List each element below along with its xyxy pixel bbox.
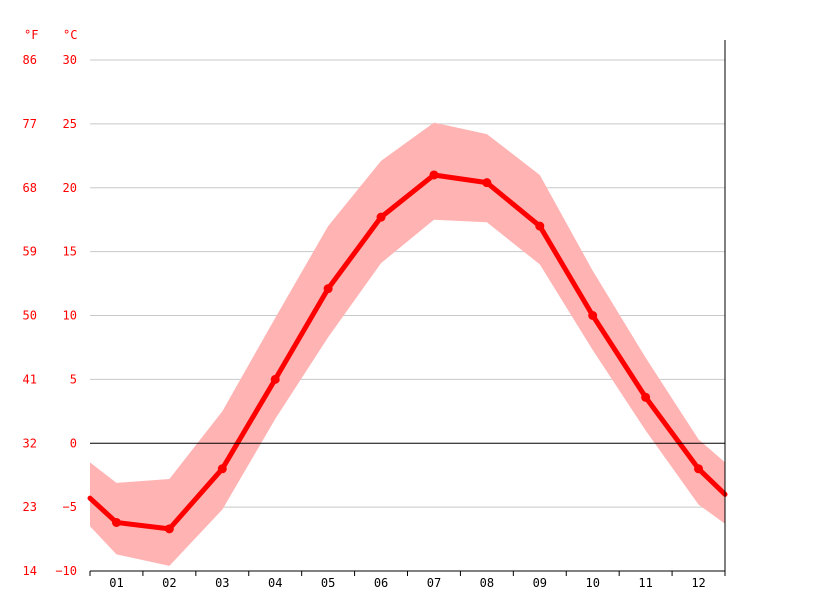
min-max-range-area [90,122,725,566]
x-tick-label: 08 [480,576,494,590]
y-tick-label-celsius: 20 [63,181,77,195]
data-point [164,524,174,534]
y-tick-label-celsius: 5 [70,372,77,386]
x-tick-label: 06 [374,576,388,590]
x-tick-label: 05 [321,576,335,590]
x-tick-label: 11 [638,576,652,590]
y-tick-label-celsius: 30 [63,53,77,67]
y-tick-label-fahrenheit: 41 [23,372,37,386]
data-point [376,212,386,222]
y-tick-label-celsius: −5 [63,500,77,514]
celsius-unit-label: °C [63,28,77,42]
temperature-line [87,170,728,534]
y-tick-label-celsius: 15 [63,245,77,259]
y-tick-label-fahrenheit: 68 [23,181,37,195]
y-tick-label-celsius: 0 [70,436,77,450]
data-point [482,178,492,188]
x-tick-label: 03 [215,576,229,590]
y-tick-label-fahrenheit: 86 [23,53,37,67]
data-point [111,517,121,527]
y-tick-label-fahrenheit: 23 [23,500,37,514]
average-temperature-line [87,172,728,532]
data-point [535,221,545,231]
data-point [429,170,439,180]
x-tick-label: 12 [691,576,705,590]
x-tick-label: 02 [162,576,176,590]
temperature-range-band [90,122,725,566]
x-tick-label: 10 [585,576,599,590]
data-point [694,464,704,474]
axes [89,40,726,576]
x-tick-label: 09 [533,576,547,590]
y-tick-label-fahrenheit: 32 [23,436,37,450]
data-point [270,374,280,384]
y-tick-label-celsius: 10 [63,309,77,323]
y-tick-label-fahrenheit: 14 [23,564,37,578]
fahrenheit-unit-label: °F [24,28,38,42]
data-point [217,464,227,474]
gridlines [90,59,725,508]
x-tick-label: 07 [427,576,441,590]
y-tick-label-fahrenheit: 59 [23,245,37,259]
y-tick-label-fahrenheit: 77 [23,117,37,131]
data-point [323,284,333,294]
y-tick-label-celsius: 25 [63,117,77,131]
y-tick-label-celsius: −10 [55,564,77,578]
x-tick-label: 01 [109,576,123,590]
x-tick-label: 04 [268,576,282,590]
y-tick-label-fahrenheit: 50 [23,309,37,323]
data-point [588,311,598,320]
tick-labels: °F °C 86 30 77 25 68 20 59 15 50 10 41 5 32 0 23 −5 14 −1… [23,28,706,590]
data-point [641,392,651,402]
